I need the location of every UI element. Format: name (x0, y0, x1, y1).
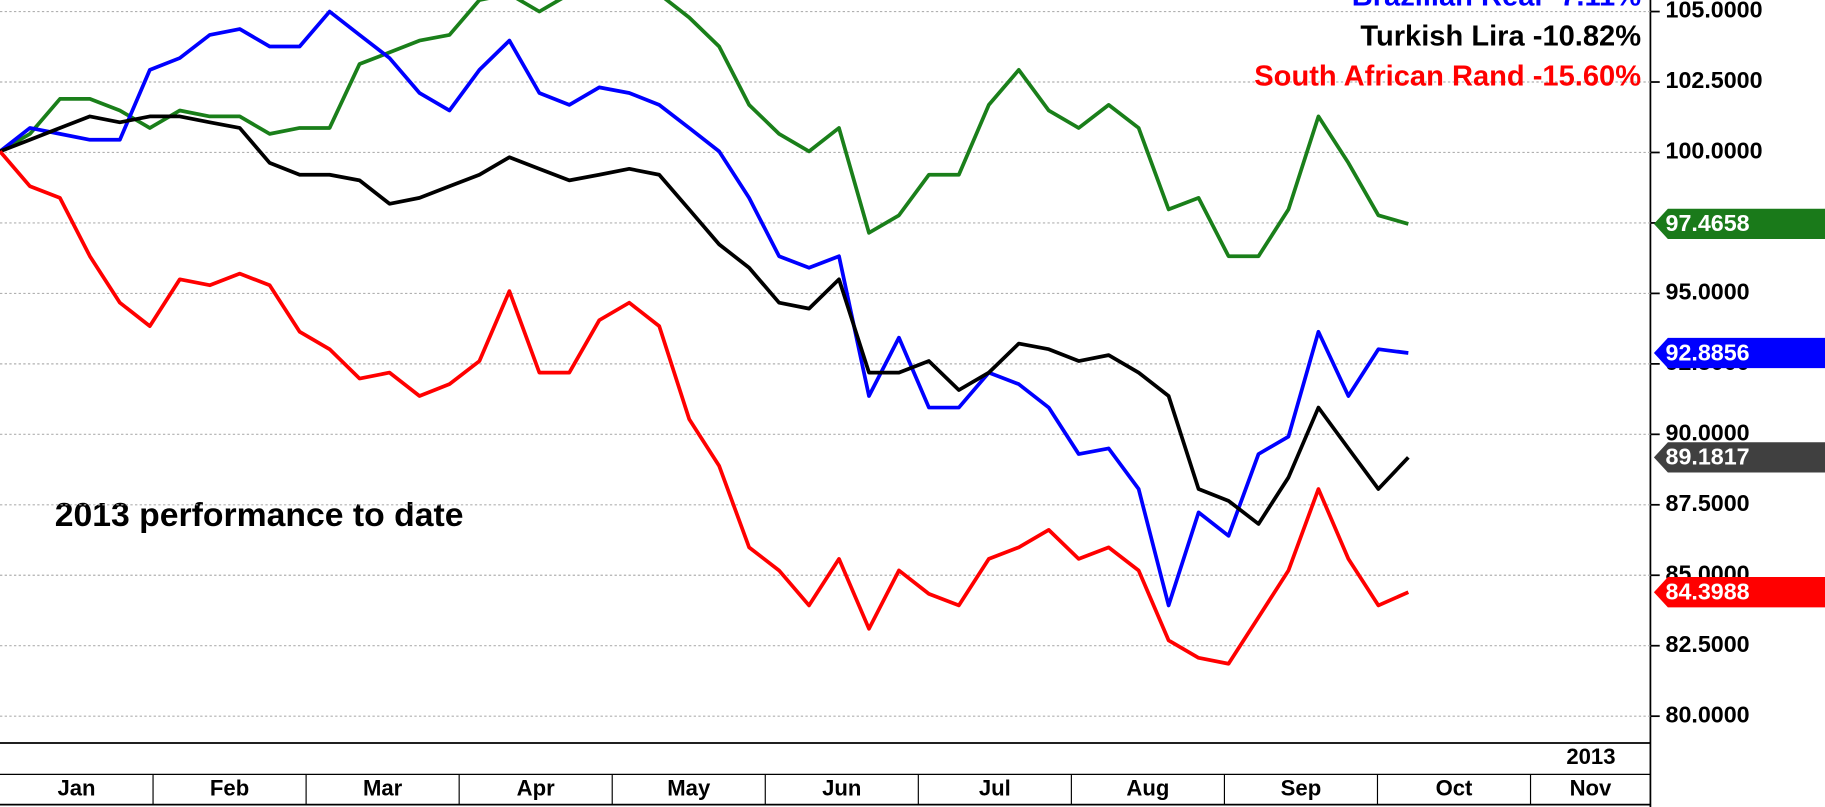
x-tick-label: Sep (1281, 775, 1322, 800)
legend-entry: Turkish Lira -10.82% (1360, 21, 1641, 53)
x-tick-label: May (667, 775, 711, 800)
series-line (0, 150, 1410, 666)
legend-entry: Brazilian Real -7.11% (1352, 0, 1642, 12)
x-tick-label: Jul (979, 775, 1011, 800)
annotation: 2013 performance to date (55, 496, 464, 534)
y-tick-label: 90.0000 (1666, 419, 1750, 445)
x-axis-year: 2013 (1566, 744, 1615, 769)
x-tick-label: Oct (1436, 775, 1473, 800)
y-tick-label: 102.5000 (1666, 67, 1763, 93)
end-value-tag (1653, 577, 1825, 608)
y-tick-label: 82.5000 (1666, 631, 1750, 657)
end-value-tag (1653, 337, 1825, 369)
x-tick-label: Feb (210, 775, 249, 800)
end-value-label: 92.8856 (1666, 339, 1750, 365)
x-tick-label: Jan (57, 775, 95, 800)
x-tick-label: Apr (517, 775, 555, 800)
y-tick-label: 100.0000 (1666, 138, 1763, 164)
y-tick-label: 87.5000 (1666, 490, 1750, 516)
legend-entry: South African Rand -15.60% (1254, 61, 1641, 93)
series-line (0, 9, 1409, 608)
x-tick-label: Jun (822, 775, 861, 800)
series-line (0, 114, 1410, 526)
end-value-label: 97.4658 (1666, 210, 1750, 236)
y-tick-label: 80.0000 (1666, 701, 1750, 727)
plot-area (0, 0, 1410, 666)
end-value-label: 89.1817 (1666, 444, 1750, 470)
end-value-tag (1653, 442, 1825, 473)
y-tick-label: 95.0000 (1666, 279, 1750, 305)
x-tick-label: Mar (363, 775, 403, 800)
end-value-label: 84.3988 (1666, 579, 1750, 605)
y-tick-label: 105.0000 (1666, 0, 1763, 23)
end-value-tag (1653, 208, 1825, 240)
x-tick-label: Nov (1570, 775, 1612, 800)
x-tick-label: Aug (1126, 775, 1169, 800)
series-line (0, 0, 1409, 259)
